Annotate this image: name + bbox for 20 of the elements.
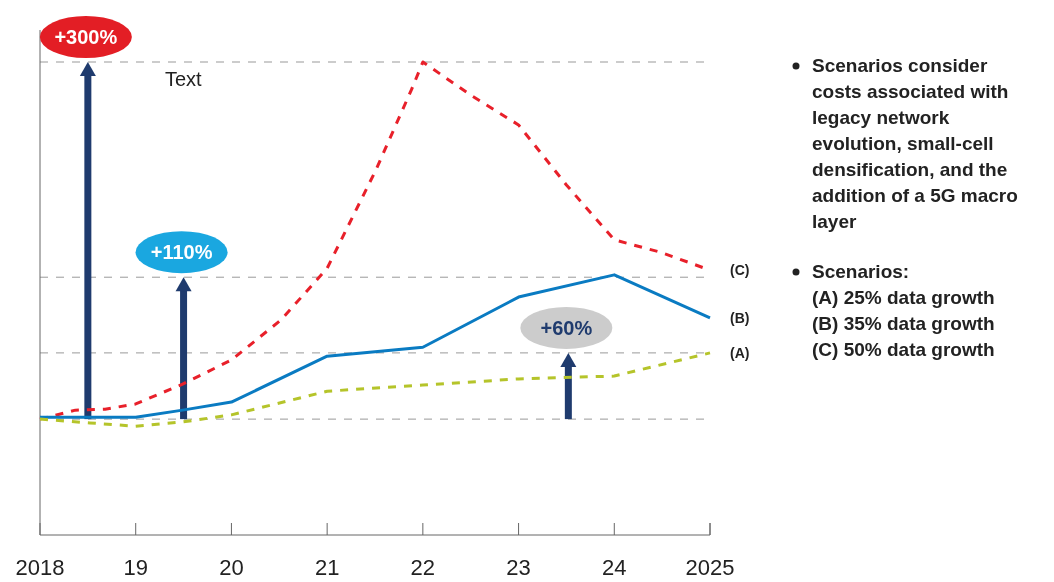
annotation: Text [165, 68, 203, 90]
series-label: (B) [730, 309, 750, 326]
text: Scenarios consider costs associated with legacy network evolution, small-cell densification, and the addition of a 5G macro layer [812, 55, 1018, 232]
text: (B) 35% data growth [812, 313, 995, 334]
x-tick-label: 20 [219, 555, 244, 580]
x-tick-label: 23 [506, 555, 531, 580]
text: (C) 50% data growth [812, 339, 995, 360]
series-label: (A) [730, 344, 750, 361]
series-label: (C) [730, 262, 750, 279]
text: Scenarios: [812, 261, 910, 282]
annotation: +110% [150, 241, 213, 264]
annotation: +300% [54, 26, 118, 48]
x-tick-label: 2018 [15, 555, 65, 580]
x-tick-label: 19 [123, 555, 148, 580]
x-tick-label: 2025 [685, 555, 735, 580]
x-tick-label: 24 [602, 555, 627, 580]
x-tick-label: 21 [314, 555, 340, 580]
text: (A) 25% data growth [812, 287, 995, 308]
x-tick-label: 22 [410, 555, 436, 580]
annotation: +60% [540, 316, 593, 339]
